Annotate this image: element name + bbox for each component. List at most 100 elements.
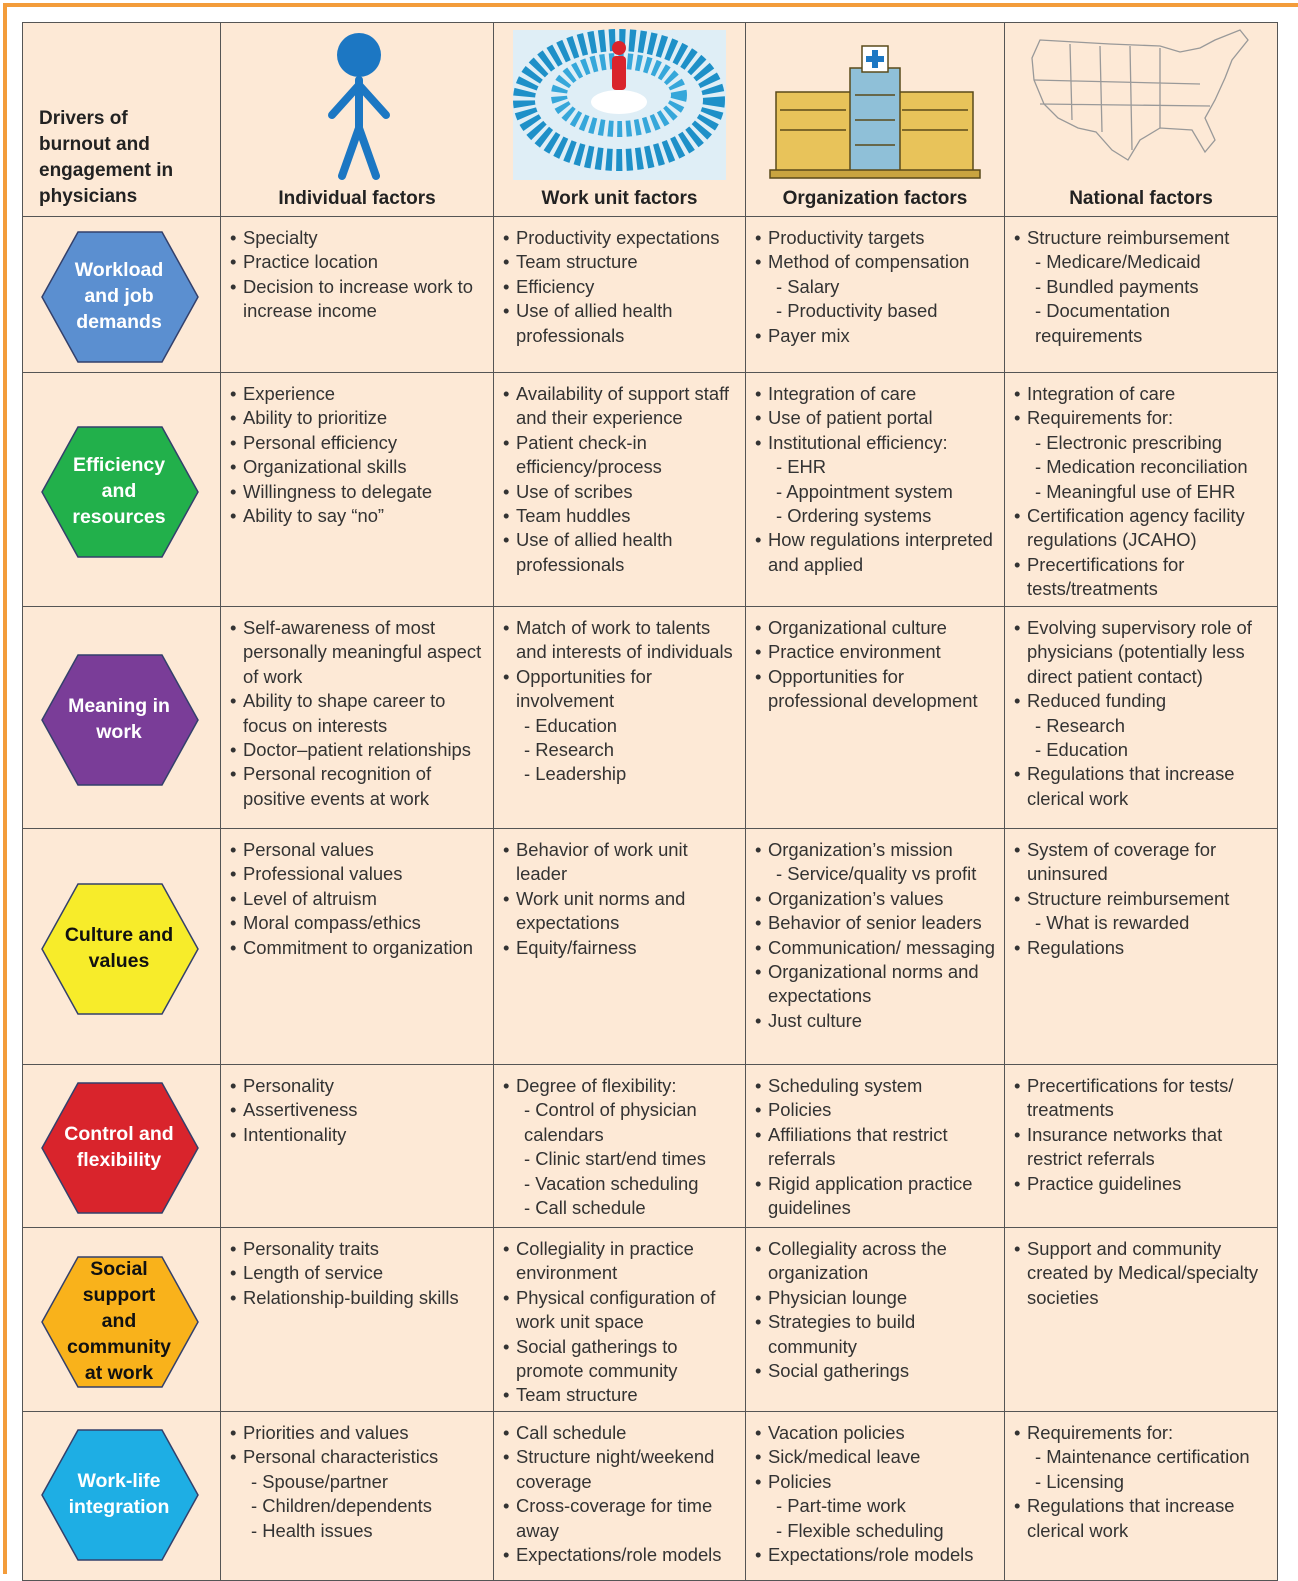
- factor-item: Scheduling system: [755, 1074, 1000, 1099]
- driver-label: Work-life integration: [68, 1469, 170, 1518]
- factor-item: Personal values: [230, 838, 489, 863]
- driver-label: Culture and values: [64, 923, 174, 972]
- factor-item: Practice environment: [755, 640, 1000, 665]
- factor-item: Requirements for:: [1014, 406, 1273, 431]
- factor-item: - Spouse/partner: [251, 1470, 388, 1492]
- factor-item: Productivity targets: [755, 226, 1000, 251]
- hexagon-shape: [41, 882, 199, 1015]
- factor-item: Regulations that increase clerical work: [1014, 1494, 1273, 1543]
- column-header: Individual factors: [278, 188, 436, 209]
- factor-cell: Collegiality in practice environmentPhys…: [493, 1227, 746, 1412]
- factor-cell: Evolving supervisory role of physicians …: [1004, 606, 1278, 829]
- factor-item: Equity/fairness: [503, 936, 741, 961]
- factor-item: - Research: [1035, 714, 1125, 736]
- column-header: Work unit factors: [541, 188, 698, 209]
- factor-item: - Service/quality vs profit: [776, 863, 977, 885]
- person-icon: [328, 33, 390, 180]
- factor-item: Experience: [230, 382, 489, 407]
- factor-item: Collegiality across the organization: [755, 1237, 1000, 1286]
- factor-list: Self-awareness of most personally meanin…: [221, 607, 493, 811]
- factor-list: Organizational culturePractice environme…: [746, 607, 1004, 714]
- factor-item: Use of scribes: [503, 480, 741, 505]
- factor-item: - Licensing: [1035, 1470, 1124, 1492]
- factor-item: Integration of care: [1014, 382, 1273, 407]
- factor-list: Support and community created by Medical…: [1005, 1228, 1277, 1310]
- factor-item: Just culture: [755, 1009, 1000, 1034]
- driver-cell: Efficiency and resources: [22, 372, 221, 607]
- header-cell: Drivers of burnout and engagement in phy…: [22, 22, 221, 217]
- factor-cell: Behavior of work unit leaderWork unit no…: [493, 828, 746, 1065]
- factor-item: System of coverage for uninsured: [1014, 838, 1273, 887]
- factor-item: Priorities and values: [230, 1421, 489, 1446]
- factor-cell: Scheduling systemPoliciesAffiliations th…: [745, 1064, 1005, 1228]
- factor-cell: Personal valuesProfessional valuesLevel …: [220, 828, 494, 1065]
- factor-item: - Documentation requirements: [1035, 300, 1170, 346]
- factor-item: Use of allied health professionals: [503, 528, 741, 577]
- factor-cell: PersonalityAssertivenessIntentionality: [220, 1064, 494, 1228]
- factor-item: Self-awareness of most personally meanin…: [230, 616, 489, 689]
- factor-list: SpecialtyPractice locationDecision to in…: [221, 217, 493, 324]
- hexagon: [41, 230, 199, 363]
- factor-cell: Call scheduleStructure night/weekend cov…: [493, 1411, 746, 1581]
- factor-item: Team huddles: [503, 504, 741, 529]
- factor-item: - Productivity based: [776, 300, 938, 322]
- hexagon-shape: [41, 230, 199, 363]
- factor-item: Social gatherings: [755, 1359, 1000, 1384]
- us-map-icon: [1031, 29, 1249, 161]
- factor-item: Opportunities for involvement: [503, 665, 741, 714]
- factor-list: Personality traitsLength of serviceRelat…: [221, 1228, 493, 1311]
- driver-label: Social support and community at work: [66, 1257, 171, 1384]
- factor-item: Precertifications for tests/treatments: [1014, 553, 1273, 602]
- factor-item: Expectations/role models: [503, 1543, 741, 1568]
- factor-item: - Part-time work: [776, 1495, 906, 1517]
- factor-item: Team structure: [503, 1383, 741, 1408]
- factor-item: - Medication reconciliation: [1035, 456, 1248, 478]
- hexagon-shape: [41, 425, 199, 558]
- driver-label: Efficiency and resources: [72, 453, 166, 528]
- factor-item: Organizational skills: [230, 455, 489, 480]
- factor-list: Degree of flexibility:- Control of physi…: [494, 1065, 745, 1220]
- corner-label: Drivers of burnout and engagement in phy…: [39, 108, 174, 207]
- driver-label: Control and flexibility: [64, 1123, 174, 1171]
- factor-list: Priorities and valuesPersonal characteri…: [221, 1412, 493, 1543]
- hexagon: [41, 653, 199, 786]
- frame-border: [3, 3, 7, 1574]
- factor-cell: Personality traitsLength of serviceRelat…: [220, 1227, 494, 1412]
- hexagon: [41, 1255, 199, 1388]
- factor-item: Strategies to build community: [755, 1310, 1000, 1359]
- factor-list: Availability of support staff and their …: [494, 373, 745, 577]
- factor-item: Affiliations that restrict referrals: [755, 1123, 1000, 1172]
- factor-item: Policies: [755, 1098, 1000, 1123]
- factor-item: Structure reimbursement: [1014, 887, 1273, 912]
- factor-cell: ExperienceAbility to prioritizePersonal …: [220, 372, 494, 607]
- factor-item: Assertiveness: [230, 1098, 489, 1123]
- driver-label: Meaning in work: [68, 694, 170, 743]
- factor-item: Practice location: [230, 250, 489, 275]
- factor-item: Patient check-in efficiency/process: [503, 431, 741, 480]
- factor-item: Behavior of work unit leader: [503, 838, 741, 887]
- hospital-icon: [769, 45, 981, 179]
- factor-item: Intentionality: [230, 1123, 489, 1148]
- factor-item: Personal recognition of positive events …: [230, 762, 489, 811]
- hexagon: [41, 1082, 199, 1214]
- factor-cell: System of coverage for uninsuredStructur…: [1004, 828, 1278, 1065]
- factor-list: Behavior of work unit leaderWork unit no…: [494, 829, 745, 960]
- factor-item: Moral compass/ethics: [230, 911, 489, 936]
- factor-item: Requirements for:: [1014, 1421, 1273, 1446]
- factor-list: System of coverage for uninsuredStructur…: [1005, 829, 1277, 960]
- hexagon-shape: [41, 1255, 199, 1388]
- factor-cell: Collegiality across the organizationPhys…: [745, 1227, 1005, 1412]
- factor-item: Method of compensation: [755, 250, 1000, 275]
- hexagon-shape: [41, 653, 199, 786]
- factor-cell: SpecialtyPractice locationDecision to in…: [220, 216, 494, 373]
- factor-item: Regulations that increase clerical work: [1014, 762, 1273, 811]
- factor-item: - Flexible scheduling: [776, 1519, 944, 1541]
- factor-item: Level of altruism: [230, 887, 489, 912]
- factor-list: Personal valuesProfessional valuesLevel …: [221, 829, 493, 960]
- factor-list: Integration of careRequirements for:- El…: [1005, 373, 1277, 602]
- factor-item: Physician lounge: [755, 1286, 1000, 1311]
- factor-cell: Organization’s mission- Service/quality …: [745, 828, 1005, 1065]
- factor-list: Call scheduleStructure night/weekend cov…: [494, 1412, 745, 1568]
- factor-item: Use of allied health professionals: [503, 299, 741, 348]
- hexagon: [41, 882, 199, 1015]
